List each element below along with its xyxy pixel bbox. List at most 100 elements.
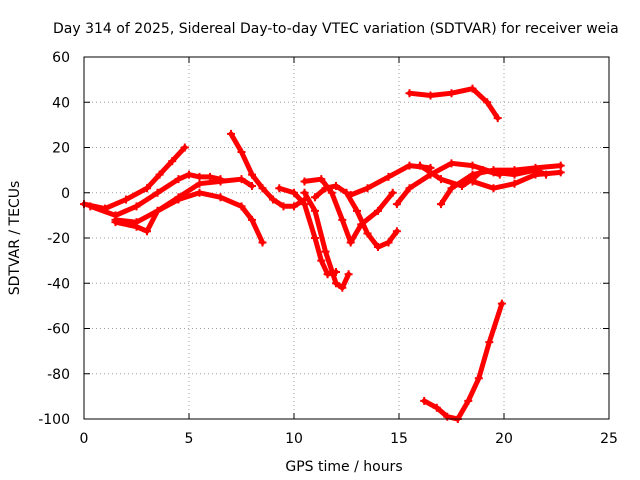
data-point [363, 184, 372, 193]
series-sat-d [111, 175, 256, 227]
series-sat-k [405, 84, 502, 123]
data-point [374, 206, 382, 215]
data-point [510, 179, 519, 188]
data-point [437, 200, 445, 209]
data-point [405, 184, 414, 193]
data-point [153, 206, 162, 215]
data-point [275, 184, 284, 193]
data-point [323, 270, 332, 279]
data-point [489, 166, 498, 175]
data-point [338, 215, 347, 224]
data-point [447, 184, 456, 193]
series-sat-b [86, 170, 225, 220]
data-point [195, 188, 204, 197]
data-point [269, 195, 277, 204]
data-point [300, 200, 309, 209]
data-point [353, 206, 361, 215]
data-point [468, 84, 477, 93]
data-point [556, 161, 565, 170]
data-point [248, 170, 256, 179]
data-point [300, 177, 309, 186]
data-point [556, 168, 565, 177]
data-point [321, 247, 330, 256]
series-trace [113, 190, 265, 245]
y-tick-label: 0 [61, 186, 70, 202]
data-point [237, 175, 246, 184]
data-point [464, 396, 473, 405]
data-point [474, 374, 483, 383]
data-point [132, 218, 141, 227]
tick-labels: 0 5 10 15 20 25 -100 -80 -60 -40 -20 0 20 40 60 [38, 50, 618, 447]
data-point [290, 202, 298, 211]
data-point [185, 170, 193, 179]
data-point [346, 191, 355, 200]
data-point [311, 234, 319, 242]
data-point [195, 179, 204, 188]
data-point [346, 238, 355, 247]
data-point [290, 188, 298, 197]
series-sat-g [300, 188, 353, 292]
data-point [405, 161, 414, 170]
chart-title: Day 314 of 2025, Sidereal Day-to-day VTE… [53, 21, 619, 37]
axis-ticks [83, 56, 610, 420]
data-point [437, 175, 445, 184]
y-axis-label: SDTVAR / TECUs [7, 181, 23, 296]
data-point [237, 202, 246, 211]
data-point [216, 193, 225, 202]
data-point [416, 161, 424, 170]
series-trace [302, 176, 396, 245]
data-point [531, 163, 540, 172]
data-point [258, 184, 267, 193]
data-point [338, 283, 347, 292]
data-point [489, 184, 498, 193]
x-tick-label: 20 [495, 431, 513, 447]
data-point [248, 215, 256, 224]
y-tick-label: 20 [52, 141, 70, 157]
data-point [342, 188, 351, 197]
data-point [317, 256, 326, 265]
data-point [155, 170, 164, 179]
x-tick-label: 10 [285, 431, 303, 447]
data-point [405, 89, 414, 98]
data-point [111, 215, 120, 224]
x-tick-label: 15 [390, 431, 408, 447]
series-trace [81, 145, 188, 212]
data-point [321, 184, 330, 193]
data-point [332, 279, 340, 288]
data-point [332, 181, 340, 190]
data-point [143, 227, 151, 236]
data-point [174, 175, 183, 184]
data-point [195, 172, 204, 181]
y-tick-label: -40 [47, 276, 70, 292]
y-tick-label: -80 [47, 367, 70, 383]
data-point [153, 188, 162, 197]
data-point [317, 175, 326, 184]
data-point [384, 172, 393, 181]
data-point [447, 159, 456, 168]
data-point [311, 193, 319, 202]
y-tick-label: 60 [52, 50, 70, 66]
x-tick-label: 25 [600, 431, 618, 447]
series-sat-i [311, 181, 401, 252]
y-tick-label: -60 [47, 322, 70, 338]
data-point [493, 114, 502, 123]
y-tick-label: -100 [38, 412, 70, 428]
series-sat-f [275, 184, 340, 279]
series-trace [302, 190, 352, 291]
data-point [168, 157, 177, 166]
data-point [122, 195, 130, 204]
data-point [510, 166, 519, 175]
x-tick-label: 5 [185, 431, 194, 447]
data-point [344, 270, 353, 279]
data-point [248, 181, 256, 190]
series-trace [421, 301, 505, 422]
series-sat-o [468, 168, 565, 193]
data-point [483, 98, 492, 107]
x-tick-label: 0 [80, 431, 89, 447]
y-tick-label: -20 [47, 231, 70, 247]
series-sat-n [437, 161, 565, 209]
data-point [420, 396, 429, 405]
data-point [447, 89, 456, 98]
data-series [80, 84, 565, 423]
